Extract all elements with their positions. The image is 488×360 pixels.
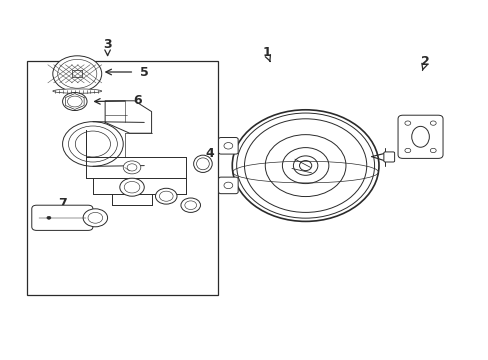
Circle shape (123, 161, 141, 174)
FancyBboxPatch shape (218, 177, 238, 194)
Text: 5: 5 (106, 66, 148, 78)
Circle shape (184, 201, 196, 210)
Text: 1: 1 (262, 46, 270, 62)
Circle shape (67, 96, 82, 107)
Text: 4: 4 (203, 147, 214, 162)
Circle shape (62, 122, 123, 166)
Circle shape (155, 188, 177, 204)
Circle shape (47, 216, 51, 219)
Circle shape (224, 182, 232, 189)
Circle shape (83, 209, 107, 227)
FancyBboxPatch shape (218, 138, 238, 154)
Circle shape (127, 164, 137, 171)
FancyBboxPatch shape (397, 115, 442, 158)
Circle shape (429, 121, 435, 125)
Circle shape (124, 181, 140, 193)
Circle shape (404, 121, 410, 125)
FancyBboxPatch shape (32, 205, 93, 230)
Circle shape (224, 143, 232, 149)
Circle shape (159, 191, 173, 201)
Circle shape (181, 198, 200, 212)
Circle shape (68, 126, 117, 162)
Bar (72, 70, 82, 77)
Text: 6: 6 (95, 94, 142, 107)
Circle shape (404, 148, 410, 153)
Circle shape (53, 56, 102, 92)
Circle shape (58, 59, 97, 88)
Circle shape (62, 93, 87, 111)
Text: 2: 2 (420, 55, 429, 71)
Ellipse shape (232, 110, 378, 221)
Ellipse shape (193, 155, 212, 172)
Circle shape (88, 212, 102, 223)
Text: 3: 3 (103, 39, 112, 55)
Circle shape (429, 148, 435, 153)
FancyBboxPatch shape (383, 152, 394, 162)
Text: 7: 7 (58, 197, 70, 213)
Ellipse shape (53, 89, 102, 93)
Circle shape (120, 178, 144, 196)
Circle shape (75, 131, 110, 157)
Bar (27, 61, 217, 295)
